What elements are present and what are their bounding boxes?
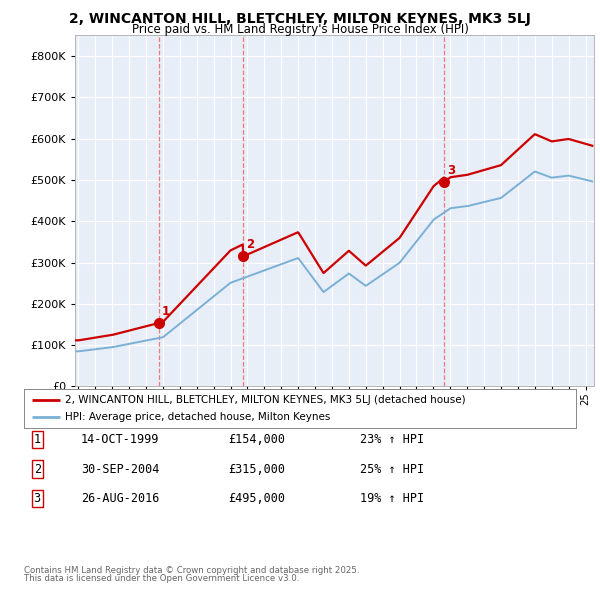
Text: Contains HM Land Registry data © Crown copyright and database right 2025.: Contains HM Land Registry data © Crown c… xyxy=(24,566,359,575)
Text: 2, WINCANTON HILL, BLETCHLEY, MILTON KEYNES, MK3 5LJ (detached house): 2, WINCANTON HILL, BLETCHLEY, MILTON KEY… xyxy=(65,395,466,405)
Text: 25% ↑ HPI: 25% ↑ HPI xyxy=(360,463,424,476)
Text: 2, WINCANTON HILL, BLETCHLEY, MILTON KEYNES, MK3 5LJ: 2, WINCANTON HILL, BLETCHLEY, MILTON KEY… xyxy=(69,12,531,26)
Text: 1: 1 xyxy=(34,433,41,446)
Text: 14-OCT-1999: 14-OCT-1999 xyxy=(81,433,160,446)
Text: Price paid vs. HM Land Registry's House Price Index (HPI): Price paid vs. HM Land Registry's House … xyxy=(131,23,469,36)
Text: 2: 2 xyxy=(34,463,41,476)
Text: 3: 3 xyxy=(447,164,455,177)
Text: £315,000: £315,000 xyxy=(228,463,285,476)
Text: 26-AUG-2016: 26-AUG-2016 xyxy=(81,492,160,505)
Text: This data is licensed under the Open Government Licence v3.0.: This data is licensed under the Open Gov… xyxy=(24,574,299,583)
Text: 23% ↑ HPI: 23% ↑ HPI xyxy=(360,433,424,446)
Text: £154,000: £154,000 xyxy=(228,433,285,446)
Text: 19% ↑ HPI: 19% ↑ HPI xyxy=(360,492,424,505)
Text: 3: 3 xyxy=(34,492,41,505)
Text: 2: 2 xyxy=(246,238,254,251)
Text: HPI: Average price, detached house, Milton Keynes: HPI: Average price, detached house, Milt… xyxy=(65,412,331,422)
Text: £495,000: £495,000 xyxy=(228,492,285,505)
Text: 30-SEP-2004: 30-SEP-2004 xyxy=(81,463,160,476)
Text: 1: 1 xyxy=(162,304,170,317)
